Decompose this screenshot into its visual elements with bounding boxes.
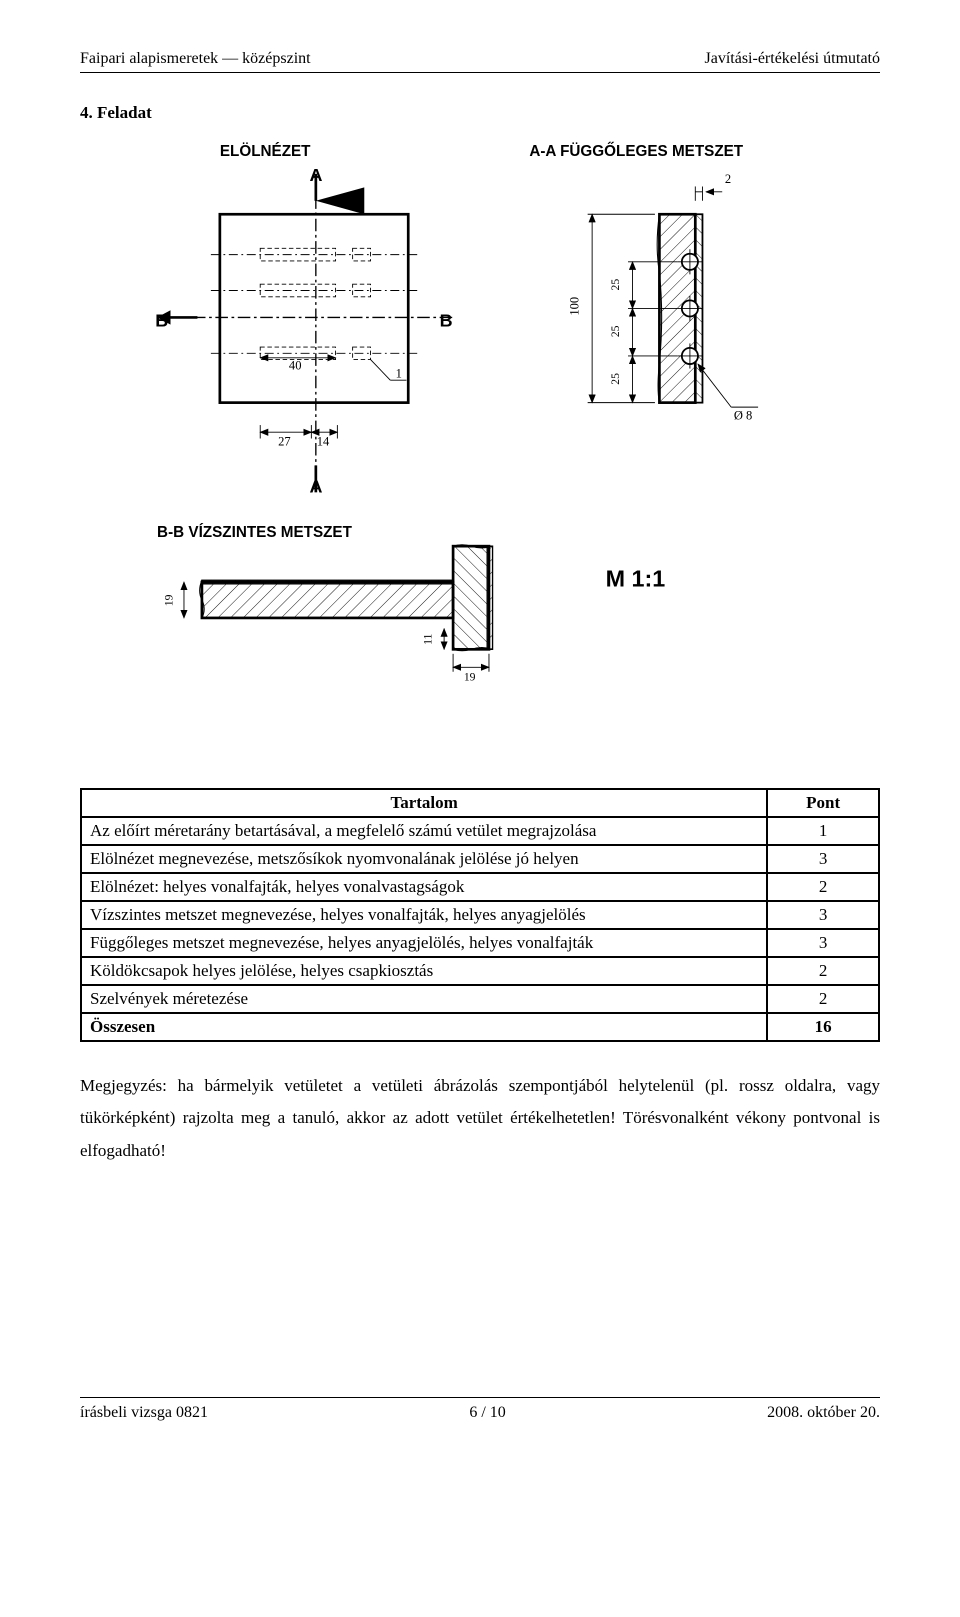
scoring-table: Tartalom Pont Az előírt méretarány betar…	[80, 788, 880, 1042]
page-header: Faipari alapismeretek — középszint Javít…	[80, 50, 880, 68]
col-header-points: Pont	[767, 789, 879, 817]
table-row-pts: 2	[767, 985, 879, 1013]
sum-label: Összesen	[81, 1013, 767, 1041]
dim-19a: 19	[162, 594, 175, 606]
footer-right: 2008. október 20.	[767, 1404, 880, 1422]
table-row-pts: 3	[767, 901, 879, 929]
page-footer: írásbeli vizsga 0821 6 / 10 2008. októbe…	[80, 1404, 880, 1422]
letter-b-right: B	[440, 310, 453, 330]
table-row-pts: 1	[767, 817, 879, 845]
dim-27: 27	[278, 435, 291, 449]
label-bb-metszet: B-B VÍZSZINTES METSZET	[157, 524, 353, 541]
dim-19b: 19	[464, 671, 476, 684]
dim-11: 11	[422, 633, 435, 644]
dim-dia8: Ø 8	[734, 409, 752, 423]
table-row-pts: 3	[767, 929, 879, 957]
section-bb: 19 11 19	[162, 545, 492, 684]
footer-left: írásbeli vizsga 0821	[80, 1404, 208, 1422]
drawing-svg: ELÖLNÉZET A-A FÜGGŐLEGES METSZET A A B B	[80, 138, 880, 748]
sum-points: 16	[767, 1013, 879, 1041]
dim-25c: 25	[609, 373, 622, 385]
dim-25b: 25	[609, 325, 622, 337]
table-row: Elölnézet megnevezése, metszősíkok nyomv…	[81, 845, 767, 873]
header-rule	[80, 72, 880, 73]
table-row-pts: 2	[767, 873, 879, 901]
table-row: Függőleges metszet megnevezése, helyes a…	[81, 929, 767, 957]
note-paragraph: Megjegyzés: ha bármelyik vetületet a vet…	[80, 1070, 880, 1167]
dim-2: 2	[725, 172, 731, 186]
table-row-pts: 3	[767, 845, 879, 873]
technical-drawing: ELÖLNÉZET A-A FÜGGŐLEGES METSZET A A B B	[80, 138, 880, 748]
footer-center: 6 / 10	[469, 1404, 505, 1422]
task-heading: 4. Feladat	[80, 103, 880, 123]
table-row: Köldökcsapok helyes jelölése, helyes csa…	[81, 957, 767, 985]
label-aa-metszet: A-A FÜGGŐLEGES METSZET	[529, 142, 743, 160]
label-scale: M 1:1	[606, 566, 666, 592]
header-left: Faipari alapismeretek — középszint	[80, 50, 311, 68]
dim-25a: 25	[609, 279, 622, 291]
table-row-pts: 2	[767, 957, 879, 985]
table-row: Vízszintes metszet megnevezése, helyes v…	[81, 901, 767, 929]
table-row: Elölnézet: helyes vonalfajták, helyes vo…	[81, 873, 767, 901]
label-elolnezet: ELÖLNÉZET	[220, 143, 311, 160]
table-row: Az előírt méretarány betartásával, a meg…	[81, 817, 767, 845]
dim-14: 14	[317, 435, 330, 449]
table-row: Szelvények méretezése	[81, 985, 767, 1013]
col-header-content: Tartalom	[81, 789, 767, 817]
header-right: Javítási-értékelési útmutató	[705, 50, 881, 68]
dim-40: 40	[289, 358, 302, 372]
front-view: A A B B 40 1 2	[155, 165, 453, 496]
footer-rule	[80, 1397, 880, 1398]
dim-1: 1	[396, 367, 402, 381]
section-aa: 2 100 25 25 25 Ø 8	[568, 172, 758, 423]
dim-100: 100	[568, 297, 582, 316]
